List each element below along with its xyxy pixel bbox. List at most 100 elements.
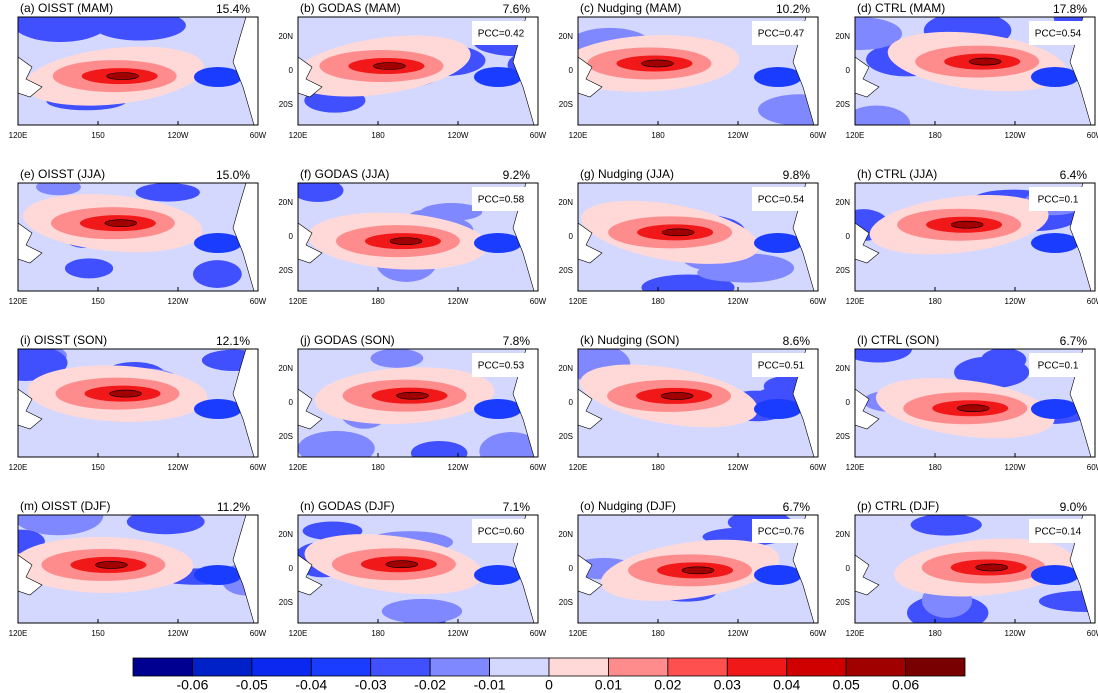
pcc-label: PCC=0.60 [478, 527, 525, 538]
land [578, 222, 603, 264]
neg-anom [64, 258, 114, 279]
land [18, 388, 43, 430]
neg-anom [479, 432, 538, 457]
panel-title: (c) Nudging (MAM) [580, 1, 681, 15]
pos-anom [660, 392, 694, 400]
x-tick-label: 60W [810, 297, 827, 306]
x-tick-label: 120W [168, 297, 189, 306]
colorbar-tick-label: 0.05 [833, 677, 860, 693]
panel-title: (m) OISST (DJF) [20, 499, 110, 513]
colorbar-tick-label: 0.06 [892, 677, 919, 693]
y-tick-label: 0 [569, 232, 574, 241]
panel-title: (n) GODAS (DJF) [300, 499, 395, 513]
y-tick-label: 0 [289, 232, 294, 241]
x-tick-label: 60W [810, 131, 827, 140]
map-frame [577, 16, 819, 126]
colorbar-tick-label: 0.01 [595, 677, 622, 693]
colorbar-tick-label: 0 [545, 677, 553, 693]
panel-percent: 7.8% [503, 334, 531, 348]
x-tick-label: 60W [530, 463, 547, 472]
neg-anom [193, 260, 242, 288]
x-tick-label: 120E [569, 297, 588, 306]
x-tick-label: 60W [810, 463, 827, 472]
y-tick-label: 0 [569, 564, 574, 573]
x-tick-label: 120W [168, 629, 189, 638]
land [298, 56, 323, 98]
pos-anom [950, 220, 984, 229]
x-tick-label: 120W [168, 131, 189, 140]
y-tick-label: 20S [279, 432, 293, 441]
map-frame [854, 182, 1096, 292]
y-tick-label: 0 [289, 66, 294, 75]
panel-title: (e) OISST (JJA) [20, 167, 105, 181]
y-tick-label: 20S [836, 598, 850, 607]
y-tick-label: 20S [836, 100, 850, 109]
pcc-label: PCC=0.42 [478, 29, 525, 40]
pcc-box [752, 21, 810, 45]
neg-anom [381, 598, 463, 623]
x-tick-label: 120W [1005, 131, 1026, 140]
neg-anom [474, 67, 522, 87]
neg-anom [754, 67, 802, 87]
map-frame [854, 16, 1096, 126]
map [18, 515, 258, 623]
x-tick-label: 120W [728, 131, 749, 140]
map-frame [17, 348, 259, 458]
map [18, 183, 258, 291]
colorbar-box [370, 657, 431, 677]
neg-anom [754, 399, 802, 419]
panel-percent: 12.1% [216, 334, 250, 348]
map-frame [854, 348, 1096, 458]
panel-percent: 15.0% [216, 168, 250, 182]
neg-anom [855, 17, 903, 51]
pos-anom [396, 391, 429, 400]
x-tick-label: 180 [928, 463, 942, 472]
y-tick-label: 0 [289, 564, 294, 573]
x-tick-label: 120E [846, 463, 865, 472]
land [578, 56, 603, 98]
x-tick-label: 120E [289, 463, 308, 472]
x-tick-label: 120E [9, 131, 28, 140]
land [578, 388, 603, 430]
pcc-box [752, 519, 810, 543]
neg-anom [754, 565, 802, 585]
y-tick-label: 20N [278, 530, 293, 539]
x-tick-label: 120E [846, 131, 865, 140]
map-frame [854, 514, 1096, 624]
panel-percent: 10.2% [776, 2, 810, 16]
x-tick-label: 120E [569, 629, 588, 638]
pcc-box [472, 353, 530, 377]
neg-anom [474, 233, 522, 253]
x-tick-label: 180 [651, 297, 665, 306]
pcc-label: PCC=0.1 [1038, 195, 1079, 206]
neg-anom [298, 430, 375, 457]
neg-anom [1031, 233, 1079, 253]
x-tick-label: 120W [728, 629, 749, 638]
pcc-label: PCC=0.53 [478, 361, 525, 372]
neg-anom [194, 399, 242, 419]
x-tick-label: 150 [91, 297, 105, 306]
land [855, 56, 880, 98]
x-tick-label: 120E [289, 131, 308, 140]
x-tick-label: 180 [651, 463, 665, 472]
x-tick-label: 180 [651, 629, 665, 638]
panel-percent: 9.2% [503, 168, 531, 182]
colorbar-box [429, 657, 490, 677]
y-tick-label: 0 [289, 398, 294, 407]
land [578, 554, 603, 596]
land [18, 56, 43, 98]
x-tick-label: 120W [448, 131, 469, 140]
x-tick-label: 150 [91, 131, 105, 140]
neg-anom [298, 183, 344, 203]
panel-title: (d) CTRL (MAM) [857, 1, 945, 15]
x-tick-label: 120W [448, 463, 469, 472]
pcc-box [472, 519, 530, 543]
panel-title: (j) GODAS (SON) [300, 333, 395, 347]
x-tick-label: 120E [569, 131, 588, 140]
y-tick-label: 20S [836, 432, 850, 441]
y-tick-label: 0 [846, 66, 851, 75]
x-tick-label: 120W [448, 629, 469, 638]
x-tick-label: 180 [371, 463, 385, 472]
colorbar-box [192, 657, 253, 677]
colorbar-box [310, 657, 372, 677]
